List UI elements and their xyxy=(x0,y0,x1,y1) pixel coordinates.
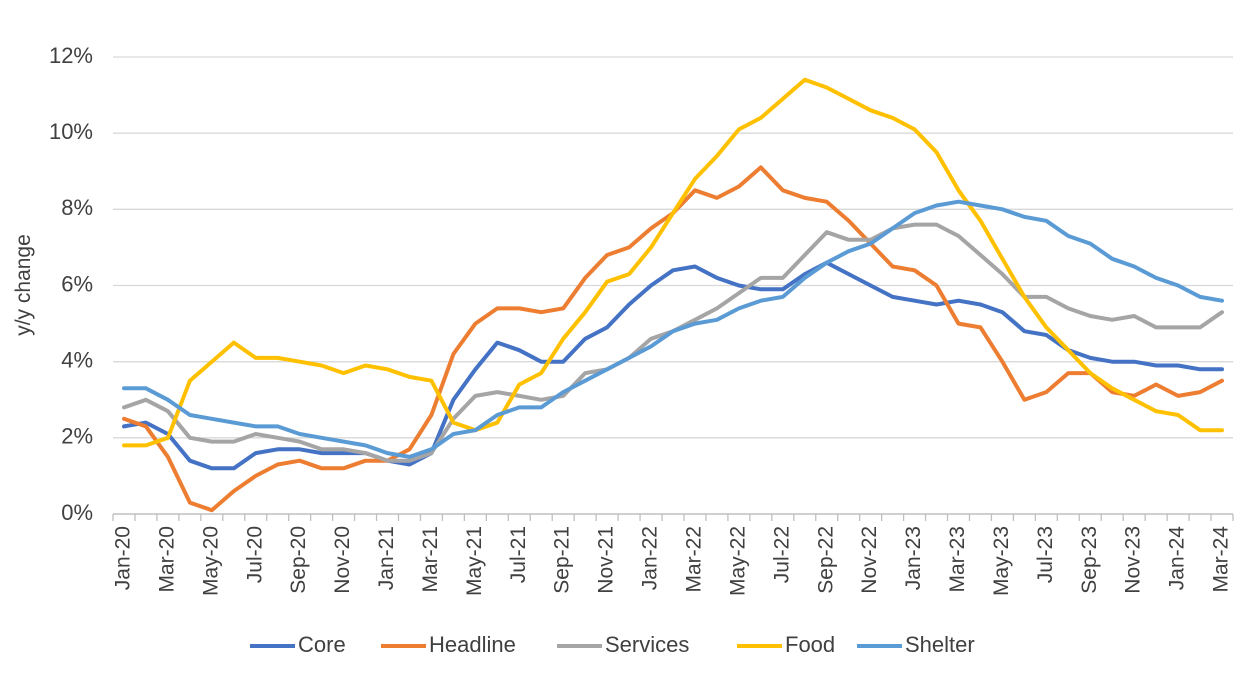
x-tick-label: Mar-20 xyxy=(155,526,178,593)
legend: Core Headline Services Food Shelter xyxy=(250,632,975,657)
y-axis-tick-labels: 0% 2% 4% 6% 8% 10% 12% xyxy=(49,43,93,525)
x-tick-label: Mar-24 xyxy=(1210,526,1233,593)
y-tick-label: 6% xyxy=(61,271,93,296)
x-tick-label: Mar-22 xyxy=(683,526,706,593)
y-tick-label: 2% xyxy=(61,424,93,449)
x-tick-label: Jan-23 xyxy=(902,526,925,590)
x-tick-label: Nov-21 xyxy=(595,526,618,594)
x-tick-label: Jul-21 xyxy=(507,526,530,583)
x-tick-label: Jul-23 xyxy=(1034,526,1057,583)
gridlines xyxy=(113,56,1233,439)
series-line-food xyxy=(122,77,1224,448)
x-tick-label: Jul-22 xyxy=(770,526,793,583)
x-tick-label: Nov-22 xyxy=(858,526,881,594)
x-tick-label: Jan-22 xyxy=(639,526,662,590)
x-tick-label: Jan-21 xyxy=(375,526,398,590)
series-line-core xyxy=(122,260,1224,471)
x-tick-label: Mar-21 xyxy=(419,526,442,593)
y-tick-label: 8% xyxy=(61,195,93,220)
y-tick-label: 10% xyxy=(49,119,93,144)
x-tick-label: Sep-21 xyxy=(551,526,574,594)
y-axis-title: y/y change xyxy=(12,234,35,336)
x-tick-label: May-22 xyxy=(726,526,749,596)
x-tick-label: Jan-20 xyxy=(112,526,135,590)
series-lines xyxy=(122,77,1224,513)
legend-label-headline: Headline xyxy=(429,632,516,657)
legend-label-services: Services xyxy=(605,632,689,657)
legend-label-core: Core xyxy=(298,632,346,657)
x-tick-label: Nov-20 xyxy=(331,526,354,594)
x-tick-label: Sep-22 xyxy=(814,526,837,594)
y-tick-label: 12% xyxy=(49,43,93,68)
x-tick-label: May-21 xyxy=(463,526,486,596)
series-line-shelter xyxy=(122,199,1224,459)
y-tick-label: 4% xyxy=(61,347,93,372)
x-tick-label: Jul-20 xyxy=(243,526,266,583)
x-tick-label: Jan-24 xyxy=(1166,526,1189,591)
legend-label-food: Food xyxy=(785,632,835,657)
x-tick-label: Sep-20 xyxy=(287,526,310,594)
legend-label-shelter: Shelter xyxy=(905,632,975,657)
x-tick-label: Sep-23 xyxy=(1078,526,1101,594)
y-tick-label: 0% xyxy=(61,500,93,525)
x-axis-tick-labels: Jan-20 Mar-20 May-20 Jul-20 Sep-20 Nov-20 Jan-… xyxy=(112,514,1234,596)
x-tick-label: Nov-23 xyxy=(1122,526,1145,594)
x-tick-label: May-23 xyxy=(990,526,1013,596)
x-tick-label: May-20 xyxy=(199,526,222,596)
x-tick-label: Mar-23 xyxy=(946,526,969,593)
